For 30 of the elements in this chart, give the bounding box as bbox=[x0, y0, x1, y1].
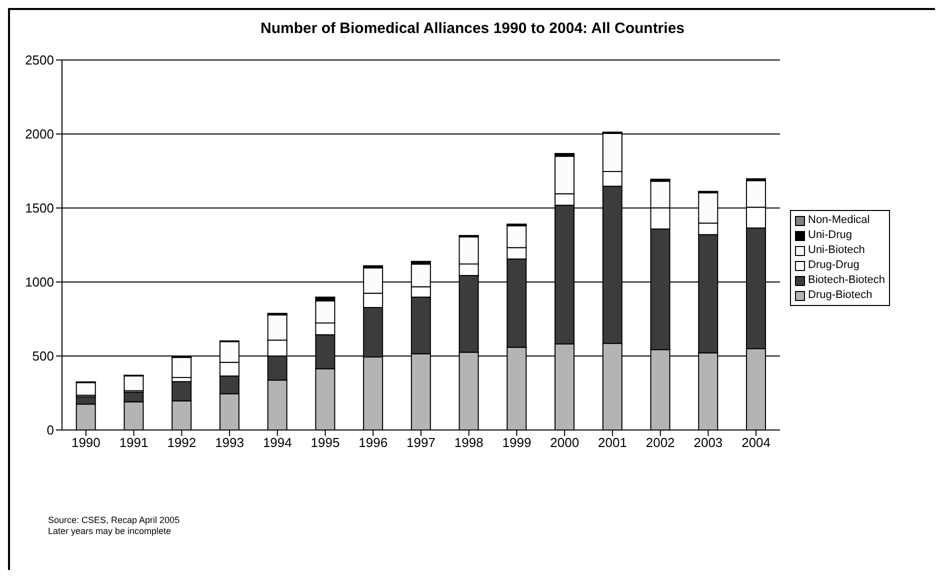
legend-label: Drug-Drug bbox=[808, 258, 860, 273]
y-tick-label: 0 bbox=[46, 422, 54, 438]
x-tick-label: 1994 bbox=[262, 435, 292, 450]
x-tick-label: 1998 bbox=[454, 435, 484, 450]
y-tick-label: 2500 bbox=[25, 52, 54, 68]
legend-label: Biotech-Biotech bbox=[808, 273, 886, 288]
y-tick-label: 2000 bbox=[25, 126, 54, 142]
x-tick-label: 1997 bbox=[406, 435, 436, 450]
y-tick-label: 1500 bbox=[25, 200, 54, 216]
source-note: Source: CSES, Recap April 2005 bbox=[48, 515, 180, 526]
legend-label: Non-Medical bbox=[808, 213, 870, 228]
y-tick-label: 500 bbox=[32, 348, 54, 364]
x-tick-label: 1990 bbox=[71, 435, 100, 450]
legend-label: Uni-Drug bbox=[808, 228, 852, 243]
legend-label: Drug-Biotech bbox=[808, 288, 872, 303]
x-tick-label: 1999 bbox=[502, 435, 532, 450]
text: Later years may be incomplete bbox=[48, 526, 172, 537]
x-tick-label: 2003 bbox=[694, 435, 723, 450]
x-tick-label: 2004 bbox=[742, 435, 771, 450]
x-tick-label: 1996 bbox=[358, 435, 388, 450]
chart-title: Number of Biomedical Alliances 1990 to 2004: All Countries bbox=[259, 20, 686, 37]
legend-label: Uni-Biotech bbox=[808, 243, 865, 258]
x-tick-label: 1993 bbox=[215, 435, 244, 450]
y-tick-label: 1000 bbox=[25, 274, 54, 290]
x-tick-label: 2000 bbox=[550, 435, 580, 450]
x-tick-label: 1995 bbox=[310, 435, 340, 450]
x-tick-label: 2001 bbox=[598, 435, 627, 450]
x-tick-label: 1992 bbox=[167, 435, 196, 450]
x-tick-label: 1991 bbox=[119, 435, 148, 450]
x-tick-label: 2002 bbox=[646, 435, 675, 450]
